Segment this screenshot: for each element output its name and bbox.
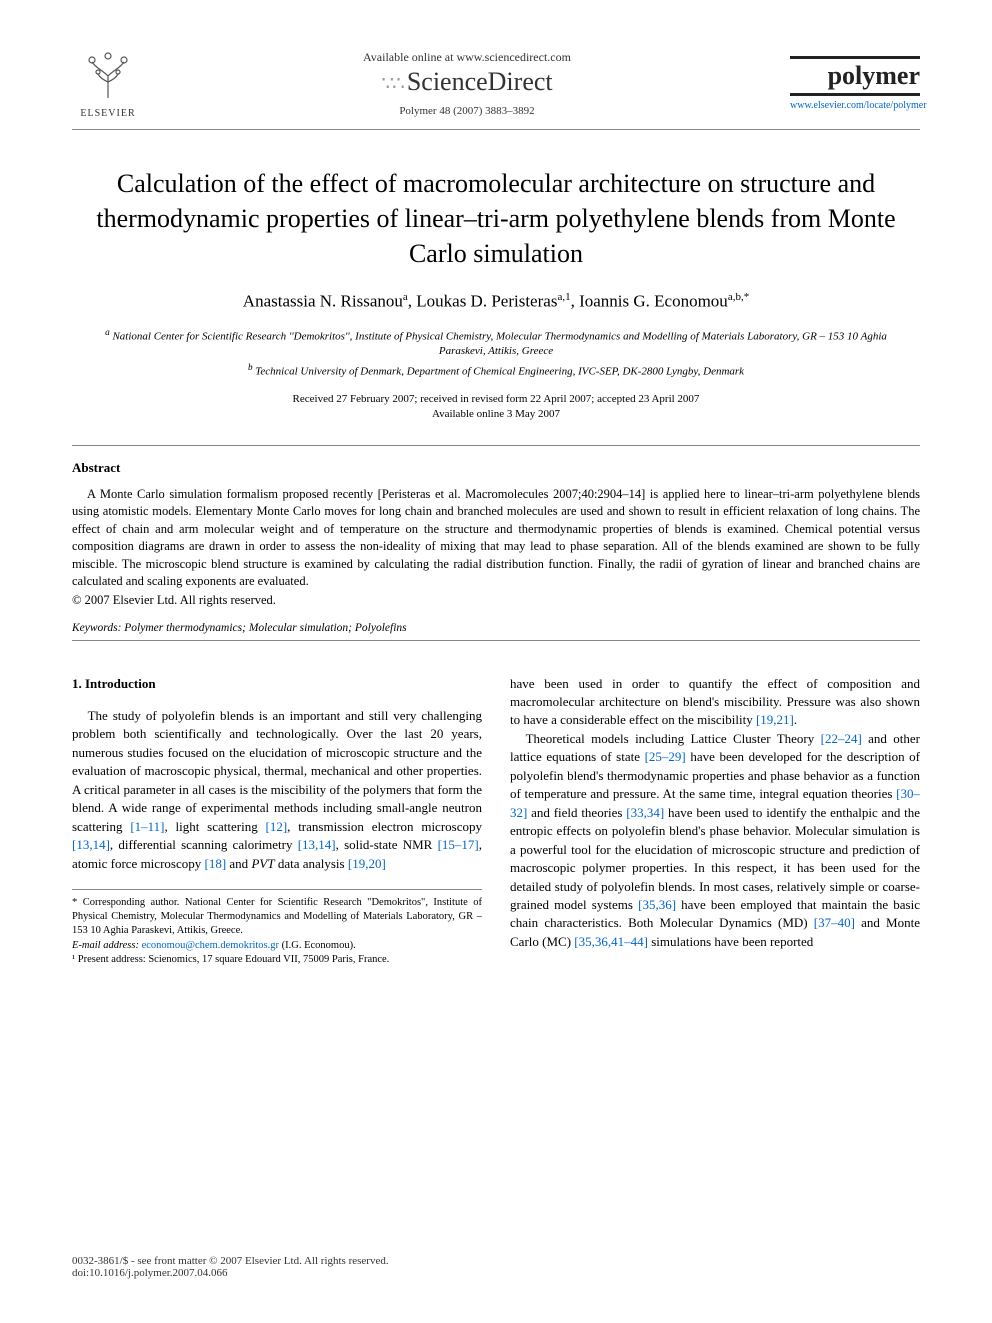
ref-37-40[interactable]: [37–40] [814, 915, 855, 930]
available-online-text: Available online at www.sciencedirect.co… [144, 50, 790, 65]
affiliation-b: b Technical University of Denmark, Depar… [72, 361, 920, 380]
email-person: (I.G. Economou). [282, 940, 356, 951]
author-3-affil: a,b,* [728, 291, 749, 303]
ref-33-34[interactable]: [33,34] [626, 805, 664, 820]
header-rule [72, 129, 920, 130]
online-date: Available online 3 May 2007 [72, 407, 920, 422]
keywords-line: Keywords: Polymer thermodynamics; Molecu… [72, 622, 920, 634]
abstract-heading: Abstract [72, 460, 920, 476]
pvt-italic: PVT [251, 856, 274, 871]
ref-13-14b[interactable]: [13,14] [298, 837, 336, 852]
copyright-line: © 2007 Elsevier Ltd. All rights reserved… [72, 593, 920, 608]
received-date: Received 27 February 2007; received in r… [72, 392, 920, 407]
page-footer: 0032-3861/$ - see front matter © 2007 El… [72, 1255, 920, 1279]
journal-logo: polymer www.elsevier.com/locate/polymer [790, 56, 920, 111]
journal-reference: Polymer 48 (2007) 3883–3892 [144, 105, 790, 117]
ref-12[interactable]: [12] [265, 819, 287, 834]
abstract-top-rule [72, 445, 920, 446]
intro-t4: , differential scanning calorimetry [110, 837, 298, 852]
article-dates: Received 27 February 2007; received in r… [72, 392, 920, 423]
intro-c2-t6: have been used to identify the enthalpic… [510, 805, 920, 912]
ref-22-24[interactable]: [22–24] [821, 731, 862, 746]
author-1: Anastassia N. Rissanou [243, 292, 403, 311]
intro-paragraph-1: The study of polyolefin blends is an imp… [72, 707, 482, 873]
abstract-bottom-rule [72, 640, 920, 641]
intro-c2-t5: and field theories [527, 805, 626, 820]
intro-c2-t2: Theoretical models including Lattice Clu… [526, 731, 821, 746]
abstract-body: A Monte Carlo simulation formalism propo… [72, 486, 920, 591]
ref-19-21[interactable]: [19,21] [756, 712, 794, 727]
column-left: 1. Introduction The study of polyolefin … [72, 675, 482, 967]
article-title: Calculation of the effect of macromolecu… [72, 166, 920, 271]
column-right: have been used in order to quantify the … [510, 675, 920, 967]
email-line: E-mail address: economou@chem.demokritos… [72, 939, 482, 953]
elsevier-logo: ELSEVIER [72, 48, 144, 119]
author-2: Loukas D. Peristeras [416, 292, 557, 311]
intro-t1: The study of polyolefin blends is an imp… [72, 708, 482, 834]
intro-c2-t1b: . [794, 712, 797, 727]
email-address[interactable]: economou@chem.demokritos.gr [142, 940, 279, 951]
body-columns: 1. Introduction The study of polyolefin … [72, 675, 920, 967]
keywords-text: Polymer thermodynamics; Molecular simula… [124, 622, 406, 634]
intro-paragraph-2: Theoretical models including Lattice Clu… [510, 730, 920, 951]
affiliation-a-text: National Center for Scientific Research … [112, 331, 886, 358]
sd-brand-text: ScienceDirect [407, 67, 553, 96]
page-header: ELSEVIER Available online at www.science… [72, 48, 920, 119]
keywords-label: Keywords: [72, 622, 121, 634]
affiliation-b-text: Technical University of Denmark, Departm… [255, 366, 744, 378]
ref-1-11[interactable]: [1–11] [130, 819, 164, 834]
author-3: Ioannis G. Economou [579, 292, 728, 311]
polymer-label: polymer [790, 56, 920, 96]
intro-t3: , transmission electron microscopy [287, 819, 482, 834]
doi-line: doi:10.1016/j.polymer.2007.04.066 [72, 1267, 920, 1279]
ref-25-29[interactable]: [25–29] [645, 749, 686, 764]
intro-paragraph-1-cont: have been used in order to quantify the … [510, 675, 920, 730]
elsevier-tree-icon [72, 48, 144, 108]
corresponding-author-note: * Corresponding author. National Center … [72, 896, 482, 939]
intro-c2-t1: have been used in order to quantify the … [510, 676, 920, 728]
authors-line: Anastassia N. Rissanoua, Loukas D. Peris… [72, 291, 920, 312]
intro-t7: and [226, 856, 251, 871]
ref-18[interactable]: [18] [204, 856, 226, 871]
email-label: E-mail address: [72, 940, 139, 951]
intro-t5: , solid-state NMR [336, 837, 438, 852]
ref-19-20[interactable]: [19,20] [348, 856, 386, 871]
ref-15-17[interactable]: [15–17] [438, 837, 479, 852]
ref-13-14a[interactable]: [13,14] [72, 837, 110, 852]
sciencedirect-logo: ∵∴ScienceDirect [144, 67, 790, 97]
intro-c2-t9: simulations have been reported [648, 934, 813, 949]
footnote-block: * Corresponding author. National Center … [72, 889, 482, 967]
sd-dots-icon: ∵∴ [381, 73, 402, 95]
front-matter-line: 0032-3861/$ - see front matter © 2007 El… [72, 1255, 389, 1267]
author-1-affil: a [403, 291, 408, 303]
present-address-note: ¹ Present address: Scienomics, 17 square… [72, 953, 482, 967]
affiliation-a: a National Center for Scientific Researc… [72, 326, 920, 359]
intro-t2: , light scattering [165, 819, 266, 834]
ref-35-36-41-44[interactable]: [35,36,41–44] [574, 934, 648, 949]
ref-35-36a[interactable]: [35,36] [638, 897, 676, 912]
journal-url[interactable]: www.elsevier.com/locate/polymer [790, 100, 920, 111]
elsevier-label: ELSEVIER [72, 108, 144, 119]
intro-t8: data analysis [275, 856, 348, 871]
header-center: Available online at www.sciencedirect.co… [144, 50, 790, 117]
author-2-affil: a,1 [557, 291, 570, 303]
introduction-heading: 1. Introduction [72, 675, 482, 693]
